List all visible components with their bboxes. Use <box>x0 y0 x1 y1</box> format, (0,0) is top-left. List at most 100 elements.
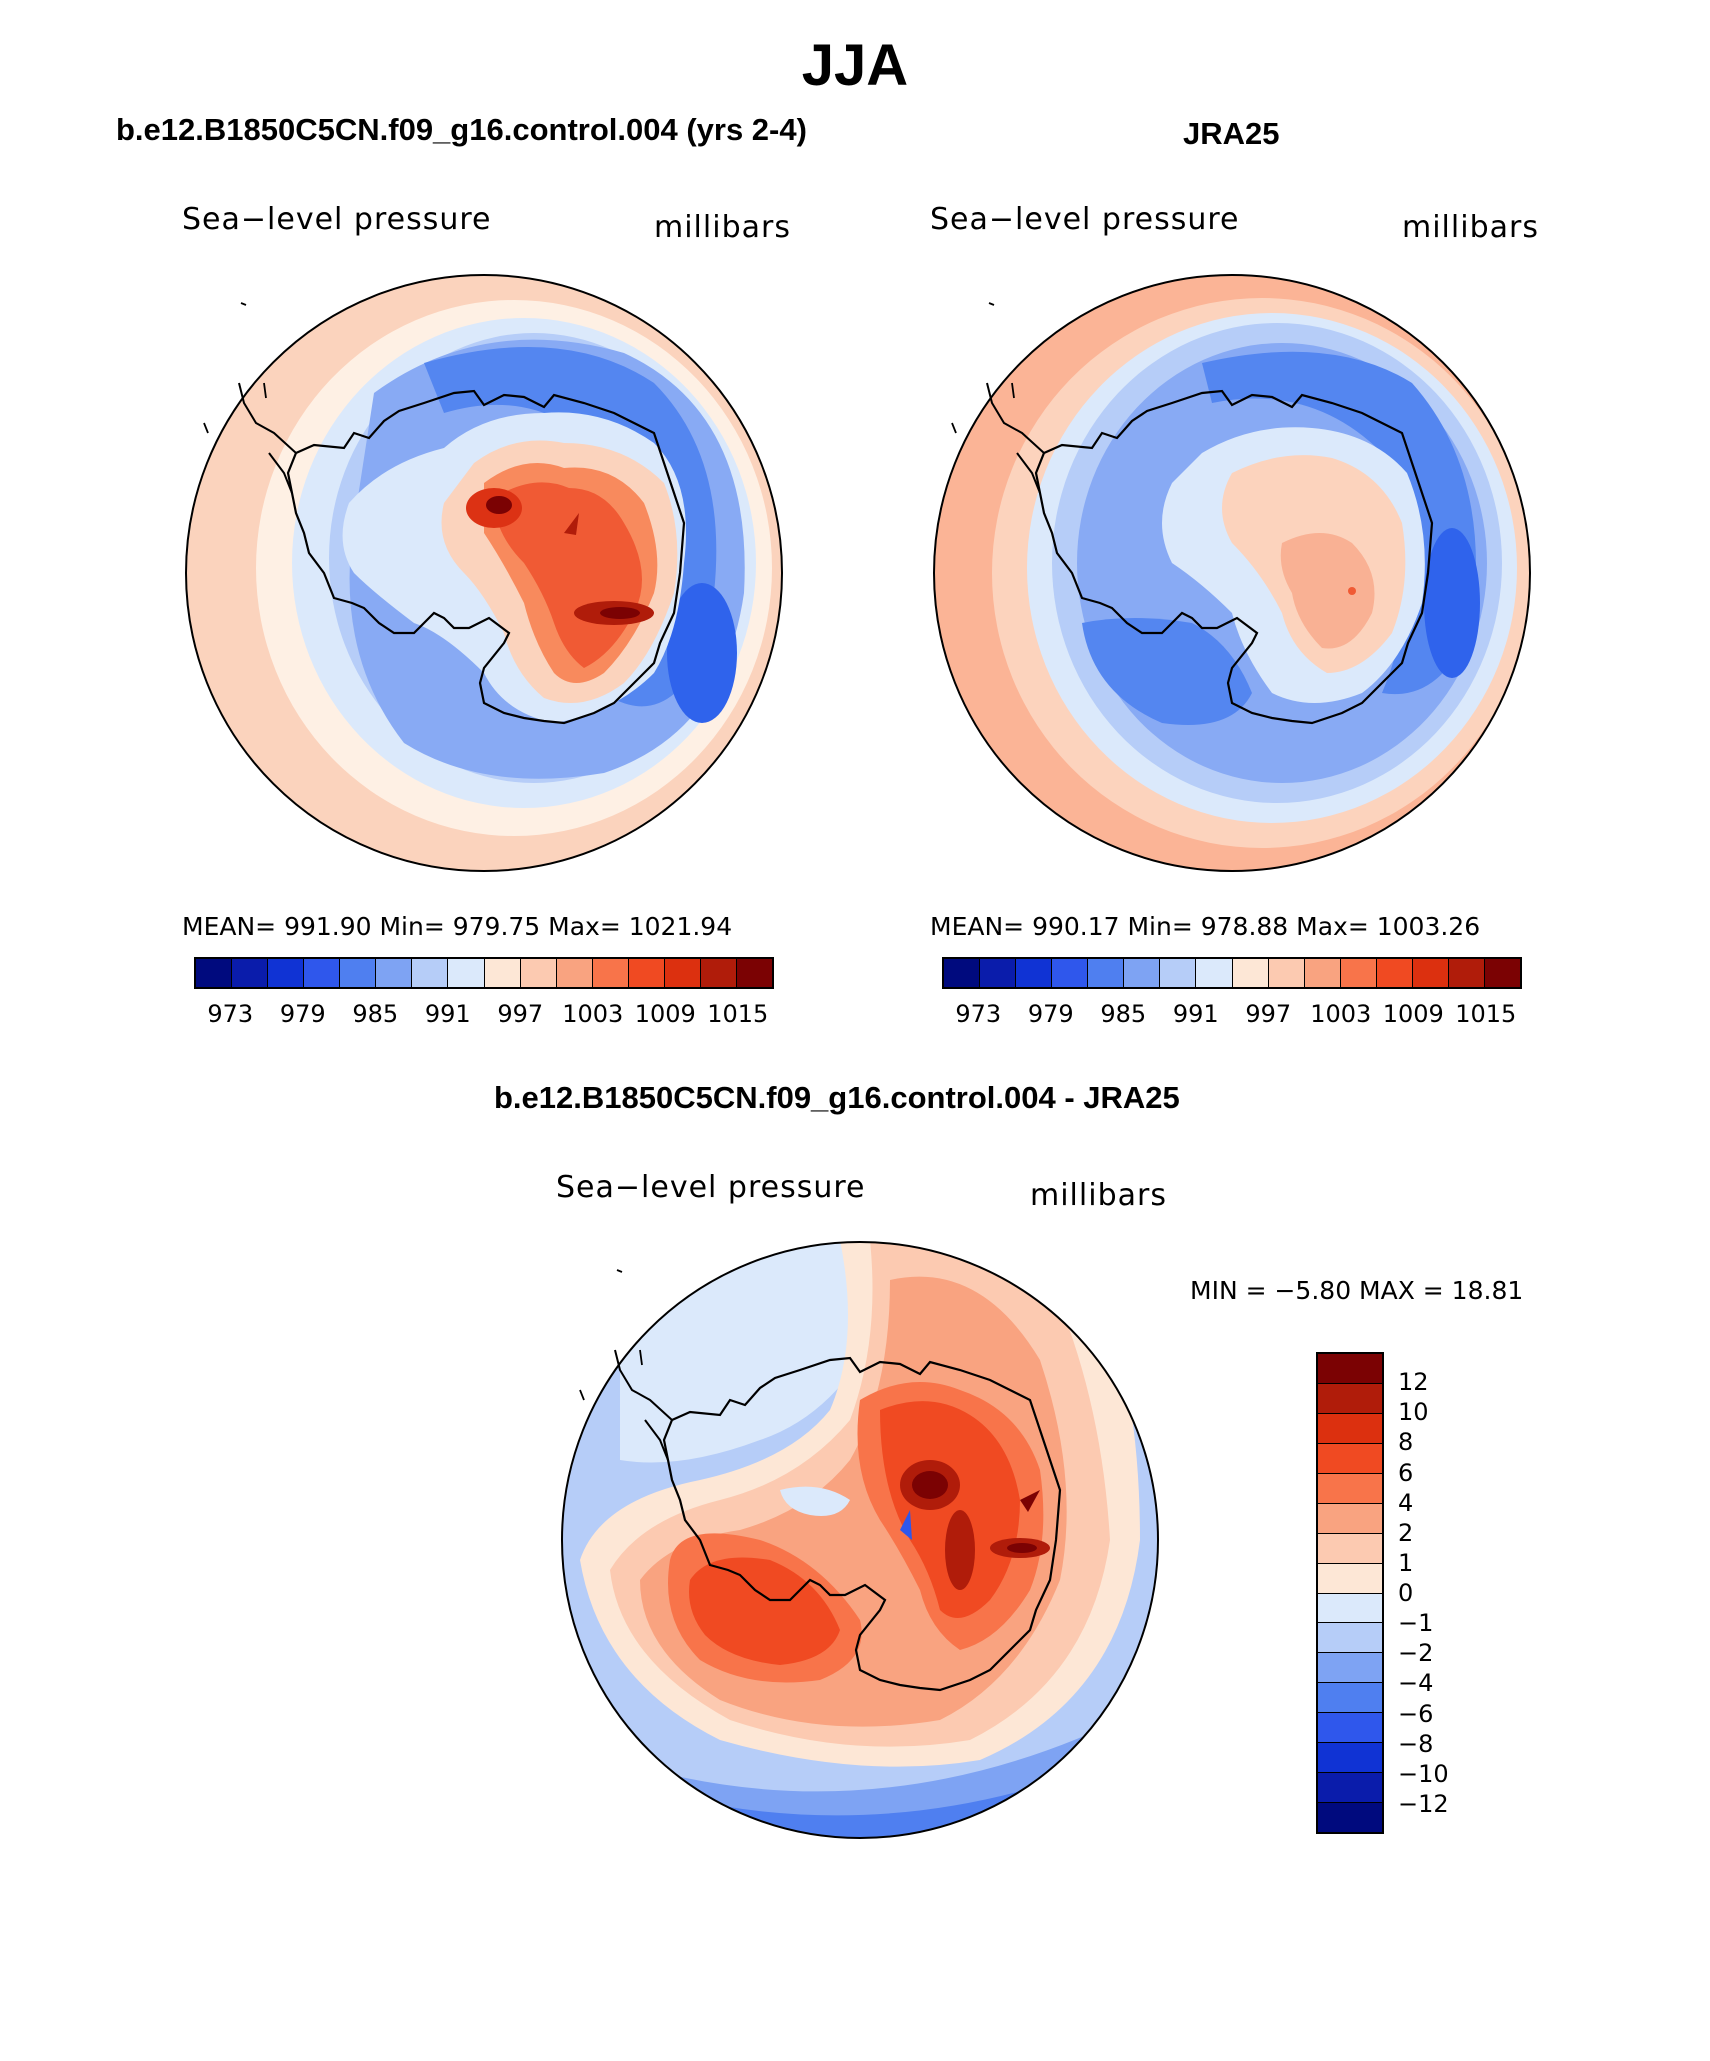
difference-coastline <box>662 1356 1062 1692</box>
difference-field-peak1 <box>912 1471 948 1499</box>
colorbar-tick-label: 985 <box>1100 1000 1147 1028</box>
panel1-map-border <box>185 274 783 872</box>
colorbar-swatch <box>556 959 593 987</box>
panel1-variable-label: Sea−level pressure <box>182 202 492 237</box>
panel2-colorbar <box>942 957 1522 989</box>
colorbar-swatch <box>1448 959 1485 987</box>
colorbar-tick-label: 991 <box>424 1000 471 1028</box>
panel2-field-low2 <box>1424 528 1480 678</box>
colorbar-tick-label: 4 <box>1398 1488 1414 1517</box>
colorbar-tick-label: 973 <box>207 1000 254 1028</box>
colorbar-swatch <box>1304 959 1341 987</box>
colorbar-swatch <box>448 959 485 987</box>
colorbar-swatch <box>1412 959 1449 987</box>
colorbar-swatch <box>1318 1683 1382 1714</box>
panel2-peninsula <box>986 382 1045 494</box>
difference-field-peak4 <box>1020 1490 1040 1512</box>
difference-field-blue-spot <box>900 1510 912 1540</box>
difference-map <box>561 1241 1159 1839</box>
colorbar-tick-label: −2 <box>1398 1639 1434 1668</box>
difference-minmax: MIN = −5.80 MAX = 18.81 <box>1190 1276 1524 1305</box>
difference-field-light-spot <box>780 1486 850 1516</box>
colorbar-swatch <box>1016 959 1053 987</box>
colorbar-swatch <box>1318 1773 1382 1804</box>
difference-units-label: millibars <box>1030 1178 1167 1213</box>
colorbar-tick-label: 1 <box>1398 1548 1414 1577</box>
colorbar-swatch <box>1196 959 1233 987</box>
colorbar-swatch <box>700 959 737 987</box>
difference-field-warm4 <box>689 1557 840 1665</box>
colorbar-swatch <box>1318 1593 1382 1624</box>
colorbar-tick-label: −8 <box>1398 1729 1434 1758</box>
colorbar-swatch <box>1160 959 1197 987</box>
colorbar-swatch <box>340 959 377 987</box>
panel2-map <box>933 274 1531 872</box>
panel2-variable-label: Sea−level pressure <box>930 202 1240 237</box>
panel1-coastline <box>286 389 686 725</box>
panel1-field-low2 <box>667 583 737 723</box>
colorbar-swatch <box>484 959 521 987</box>
colorbar-swatch <box>1318 1533 1382 1564</box>
figure-title: JJA <box>801 33 909 98</box>
colorbar-swatch <box>1318 1623 1382 1654</box>
colorbar-swatch <box>1088 959 1125 987</box>
colorbar-tick-label: 985 <box>352 1000 399 1028</box>
difference-peninsula <box>614 1349 673 1461</box>
colorbar-swatch <box>1318 1354 1382 1384</box>
panel2-title: JRA25 <box>1183 116 1280 151</box>
colorbar-swatch <box>592 959 629 987</box>
colorbar-swatch <box>268 959 305 987</box>
panel2-coastline <box>1034 389 1434 725</box>
colorbar-swatch <box>1318 1413 1382 1444</box>
panel1-units-label: millibars <box>654 210 791 245</box>
colorbar-tick-label: 10 <box>1398 1398 1429 1427</box>
difference-colorbar-ticks: 12 10 8 6 4 2 1 0 −1 −2 −4 −6 −8 −10 −12 <box>1398 1352 1478 1834</box>
colorbar-swatch <box>736 959 772 987</box>
difference-islands <box>579 1269 643 1401</box>
colorbar-tick-label: 1003 <box>1310 1000 1372 1028</box>
colorbar-swatch <box>1484 959 1520 987</box>
colorbar-tick-label: −10 <box>1398 1759 1449 1788</box>
panel1-field-peak2 <box>600 607 640 619</box>
colorbar-swatch <box>1318 1743 1382 1774</box>
colorbar-tick-label: 1009 <box>634 1000 696 1028</box>
colorbar-swatch <box>944 959 981 987</box>
colorbar-tick-label: 997 <box>497 1000 544 1028</box>
colorbar-swatch <box>1124 959 1161 987</box>
colorbar-tick-label: 1009 <box>1382 1000 1444 1028</box>
colorbar-swatch <box>232 959 269 987</box>
colorbar-swatch <box>1318 1803 1382 1832</box>
colorbar-swatch <box>980 959 1017 987</box>
difference-variable-label: Sea−level pressure <box>556 1170 866 1205</box>
colorbar-tick-label: 997 <box>1245 1000 1292 1028</box>
colorbar-swatch <box>1318 1563 1382 1594</box>
colorbar-swatch <box>520 959 557 987</box>
colorbar-swatch <box>376 959 413 987</box>
colorbar-tick-label: 979 <box>1027 1000 1074 1028</box>
difference-map-border <box>561 1241 1159 1839</box>
panel1-field-peak1 <box>486 496 512 514</box>
difference-title: b.e12.B1850C5CN.f09_g16.control.004 - JR… <box>494 1080 1180 1115</box>
difference-colorbar <box>1316 1352 1384 1834</box>
panel1-peninsula <box>238 382 297 494</box>
colorbar-tick-label: −12 <box>1398 1789 1449 1818</box>
difference-field-continent-hot <box>880 1401 1020 1618</box>
panel1-colorbar <box>194 957 774 989</box>
colorbar-swatch <box>1318 1443 1382 1474</box>
panel1-colorbar-ticks: 973 979 985 991 997 1003 1009 1015 <box>194 1000 774 1030</box>
colorbar-tick-label: 991 <box>1172 1000 1219 1028</box>
colorbar-tick-label: 6 <box>1398 1458 1414 1487</box>
colorbar-tick-label: 12 <box>1398 1368 1429 1397</box>
colorbar-tick-label: 1015 <box>707 1000 769 1028</box>
colorbar-swatch <box>1318 1653 1382 1684</box>
colorbar-tick-label: −4 <box>1398 1669 1434 1698</box>
colorbar-tick-label: −1 <box>1398 1609 1434 1638</box>
panel1-islands <box>203 302 267 434</box>
colorbar-swatch <box>628 959 665 987</box>
colorbar-swatch <box>1318 1383 1382 1414</box>
panel1-field-high5 <box>564 513 579 535</box>
colorbar-swatch <box>1340 959 1377 987</box>
panel2-islands <box>951 302 1015 434</box>
panel2-units-label: millibars <box>1402 210 1539 245</box>
colorbar-tick-label: 979 <box>279 1000 326 1028</box>
